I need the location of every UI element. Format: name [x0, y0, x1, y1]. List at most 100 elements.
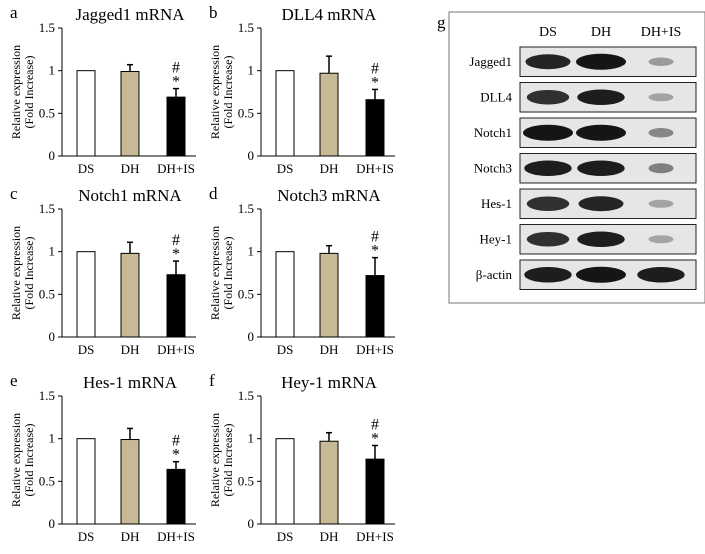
panel-letter: a — [10, 3, 18, 22]
bar-dh-is — [365, 458, 385, 525]
bar-ds — [275, 70, 295, 157]
x-category-label: DS — [78, 161, 95, 176]
x-category-label: DH+IS — [356, 342, 394, 357]
x-category-label: DH+IS — [157, 529, 195, 544]
blot-row: Hes-1 — [481, 188, 697, 219]
x-category-label: DH — [320, 342, 339, 357]
x-category-label: DH — [121, 342, 140, 357]
chart-panel-c: c Notch1 mRNA Relative expression (Fold Inc… — [9, 184, 196, 357]
western-blot-panel: g DS DH DH+IS Jagged1 DLL4 Notch1 Notch3 Hes-1 He… — [437, 11, 705, 304]
y-tick-label: 1.5 — [39, 388, 55, 403]
y-tick-label: 0.5 — [39, 473, 55, 488]
blot-band — [576, 266, 626, 283]
y-tick-label: 1.5 — [238, 20, 254, 35]
y-tick-label: 0.5 — [238, 105, 254, 120]
blot-band — [648, 199, 674, 208]
y-axis-label-line1: Relative expression — [208, 226, 222, 320]
panel-letter: e — [10, 371, 18, 390]
panel-letter: d — [209, 184, 218, 203]
blot-band — [578, 196, 624, 212]
blot-band — [648, 93, 674, 102]
blot-band — [524, 267, 572, 283]
blot-frame — [448, 11, 705, 304]
y-axis-label: Relative expression (Fold Increase) — [9, 45, 36, 139]
x-category-label: DS — [78, 529, 95, 544]
y-tick-label: 0 — [49, 516, 56, 531]
x-category-label: DS — [277, 529, 294, 544]
x-category-label: DH — [121, 161, 140, 176]
y-axis-label: Relative expression (Fold Increase) — [9, 226, 36, 320]
y-axis-label-line1: Relative expression — [9, 45, 23, 139]
blot-band — [648, 128, 674, 138]
y-tick-label: 0 — [248, 329, 255, 344]
bar-ds — [76, 70, 96, 157]
y-axis-label-line1: Relative expression — [9, 413, 23, 507]
panel-letter: g — [437, 13, 446, 32]
y-axis-label-line2: (Fold Increase) — [22, 424, 36, 497]
y-tick-label: 1.5 — [238, 201, 254, 216]
blot-band — [526, 232, 570, 247]
y-tick-label: 0 — [49, 329, 56, 344]
chart-title: Hes-1 mRNA — [83, 373, 178, 392]
y-tick-label: 1 — [49, 63, 56, 78]
blot-column-label: DH — [591, 25, 611, 40]
y-tick-label: 1 — [49, 244, 56, 259]
hash-marker: # — [371, 416, 379, 433]
blot-row: DLL4 — [480, 82, 697, 113]
y-axis-label-line1: Relative expression — [9, 226, 23, 320]
hash-marker: # — [172, 433, 180, 450]
blot-row-label: Hes-1 — [481, 196, 512, 211]
y-tick-label: 1 — [248, 244, 255, 259]
y-tick-label: 1.5 — [39, 201, 55, 216]
blot-row-label: Hey-1 — [480, 231, 513, 246]
y-tick-label: 0 — [49, 148, 56, 163]
panel-letter: c — [10, 184, 18, 203]
blot-row: Hey-1 — [480, 224, 697, 255]
hash-marker: # — [371, 229, 379, 246]
panel-letter: f — [209, 371, 215, 390]
bar-dh — [319, 252, 339, 338]
y-tick-label: 0 — [248, 516, 255, 531]
chart-title: Jagged1 mRNA — [75, 5, 185, 24]
bar-ds — [76, 438, 96, 525]
blot-band — [637, 267, 685, 283]
panel-letter: b — [209, 3, 218, 22]
x-category-label: DS — [277, 161, 294, 176]
blot-row: Jagged1 — [469, 46, 697, 77]
blot-row-label: β-actin — [476, 267, 513, 282]
y-axis-label-line2: (Fold Increase) — [221, 56, 235, 129]
asterisk-marker: * — [172, 246, 180, 263]
y-tick-label: 1.5 — [39, 20, 55, 35]
bar-ds — [275, 438, 295, 525]
bar-dh-is — [166, 96, 186, 157]
bar-ds — [76, 251, 96, 338]
blot-band — [648, 235, 674, 244]
x-category-label: DH+IS — [356, 161, 394, 176]
x-category-label: DH — [121, 529, 140, 544]
blot-column-label: DH+IS — [641, 25, 682, 40]
hash-marker: # — [371, 60, 379, 77]
y-tick-label: 1 — [248, 63, 255, 78]
blot-band — [577, 160, 625, 176]
asterisk-marker: * — [172, 447, 180, 464]
y-tick-label: 0.5 — [238, 286, 254, 301]
chart-panel-f: f Hey-1 mRNA Relative expression (Fold Incr… — [208, 371, 395, 544]
y-tick-label: 1 — [49, 431, 56, 446]
chart-title: Notch1 mRNA — [78, 186, 182, 205]
y-axis-label: Relative expression (Fold Increase) — [208, 413, 235, 507]
chart-panel-a: a Jagged1 mRNA Relative expression (Fold In… — [9, 3, 196, 176]
y-axis-label-line2: (Fold Increase) — [22, 237, 36, 310]
blot-band — [526, 196, 570, 211]
blot-band — [576, 53, 626, 70]
chart-title: Notch3 mRNA — [277, 186, 381, 205]
y-axis-label-line1: Relative expression — [208, 413, 222, 507]
asterisk-marker: * — [371, 74, 379, 91]
x-category-label: DS — [78, 342, 95, 357]
chart-panel-b: b DLL4 mRNA Relative expression (Fold Incre… — [208, 3, 395, 176]
y-tick-label: 1.5 — [238, 388, 254, 403]
blot-band — [526, 90, 570, 105]
blot-row: β-actin — [476, 259, 697, 290]
blot-row-label: Notch3 — [474, 160, 512, 175]
bar-dh-is — [166, 274, 186, 338]
